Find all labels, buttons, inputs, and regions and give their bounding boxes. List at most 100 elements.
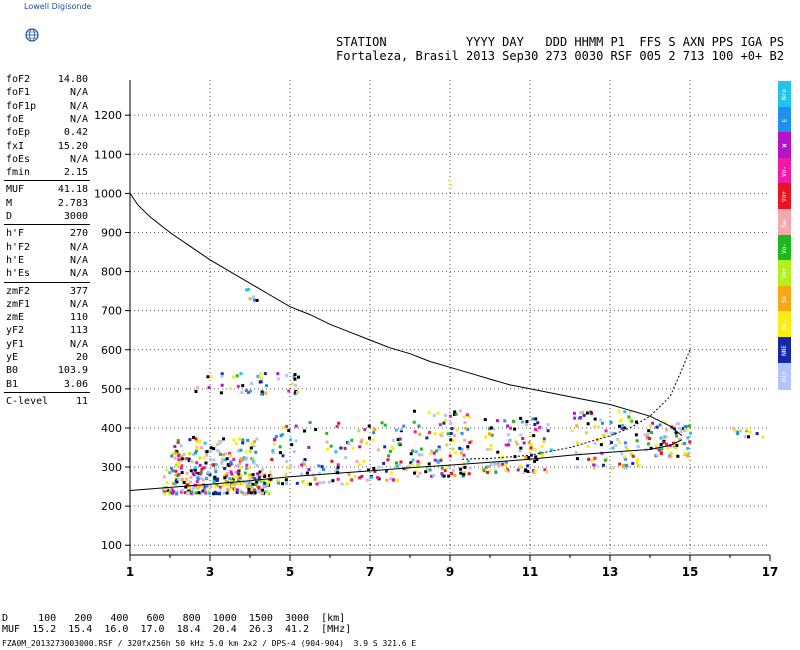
globe-icon [6, 8, 39, 42]
echo-point [440, 472, 444, 476]
echo-point [199, 470, 203, 474]
echo-point [204, 476, 208, 480]
echo-point [195, 474, 199, 478]
echo-point [249, 446, 253, 450]
echo-point [445, 466, 449, 470]
param-value: 103.9 [57, 365, 88, 377]
echo-point [462, 472, 466, 476]
echo-point [435, 459, 439, 463]
y-tick-label: 1000 [94, 187, 122, 200]
echo-point [680, 442, 684, 446]
echo-point [171, 491, 175, 495]
echo-point [675, 443, 679, 447]
echo-point [675, 422, 679, 426]
echo-point [219, 440, 223, 444]
param-row-clevel: C-level 11 [6, 395, 88, 408]
echo-point [223, 458, 227, 462]
echo-point [388, 449, 392, 453]
echo-point [248, 480, 252, 484]
echo-point [317, 471, 321, 475]
echo-point [222, 453, 226, 457]
param-value: 41.18 [57, 184, 88, 196]
echo-point [256, 374, 260, 378]
echo-point [625, 448, 629, 452]
echo-point [175, 480, 179, 484]
echo-point [467, 415, 471, 419]
echo-point [351, 446, 355, 450]
echo-point [255, 437, 259, 441]
x-tick-label: 15 [682, 565, 699, 579]
echo-point [257, 475, 261, 479]
echo-point [345, 482, 349, 486]
echo-point [575, 441, 579, 445]
echo-point [396, 438, 400, 442]
echo-point [330, 459, 334, 463]
echo-point [336, 477, 340, 481]
echo-point [439, 458, 443, 462]
y-tick-label: 500 [101, 383, 122, 396]
echo-point [170, 454, 174, 458]
echo-point [485, 457, 489, 461]
param-name: h'Es [6, 268, 31, 280]
echo-point [411, 458, 415, 462]
echo-point [443, 418, 447, 422]
echo-point [666, 446, 670, 450]
echo-point [244, 466, 248, 470]
param-value: 3.06 [63, 378, 88, 390]
echo-point [438, 447, 442, 451]
echo-point [196, 486, 200, 490]
echo-point [395, 461, 399, 465]
echo-point [618, 419, 622, 423]
param-name: fmin [6, 167, 31, 179]
echo-point [174, 463, 178, 467]
echo-point [671, 441, 675, 445]
echo-point [239, 466, 243, 470]
echo-point [331, 479, 335, 483]
echo-point [535, 458, 539, 462]
echo-point [180, 471, 184, 475]
echo-point [276, 481, 280, 485]
echo-point [527, 456, 531, 460]
echo-point [242, 456, 246, 460]
legend-label: Hi- [781, 319, 788, 331]
echo-point [171, 490, 175, 494]
echo-point [494, 469, 498, 473]
echo-point [416, 463, 420, 467]
echo-point [358, 445, 362, 449]
echo-point [188, 480, 192, 484]
echo-point [747, 435, 751, 439]
echo-point [197, 491, 201, 495]
echo-point [168, 471, 172, 475]
echo-point [468, 466, 472, 470]
distance-line: D 100 200 400 600 800 1000 1500 3000 [km… [2, 613, 346, 624]
echo-point [214, 469, 218, 473]
echo-point [214, 485, 218, 489]
echo-point [688, 440, 692, 444]
echo-point [454, 412, 458, 416]
echo-point [405, 467, 409, 471]
echo-point [246, 480, 250, 484]
x-tick-label: 7 [366, 565, 374, 579]
param-row-zme: zmE 110 [6, 311, 88, 324]
echo-point [252, 295, 256, 299]
echo-point [251, 473, 255, 477]
echo-point [362, 459, 366, 463]
echo-point [390, 471, 394, 475]
y-tick-label: 600 [101, 344, 122, 357]
echo-point [440, 474, 444, 478]
echo-point [452, 412, 456, 416]
logo-text: Lowell Digisonde [24, 2, 92, 11]
echo-point [177, 452, 181, 456]
echo-point [487, 432, 491, 436]
echo-point [436, 411, 440, 415]
echo-point [411, 449, 415, 453]
echo-point [282, 425, 286, 429]
echo-point [526, 464, 530, 468]
echo-point [530, 443, 534, 447]
echo-point [262, 479, 266, 483]
echo-point [189, 469, 193, 473]
echo-point [243, 471, 247, 475]
echo-point [220, 459, 224, 463]
legend-item: W [778, 132, 791, 160]
param-name: zmF2 [6, 285, 31, 297]
